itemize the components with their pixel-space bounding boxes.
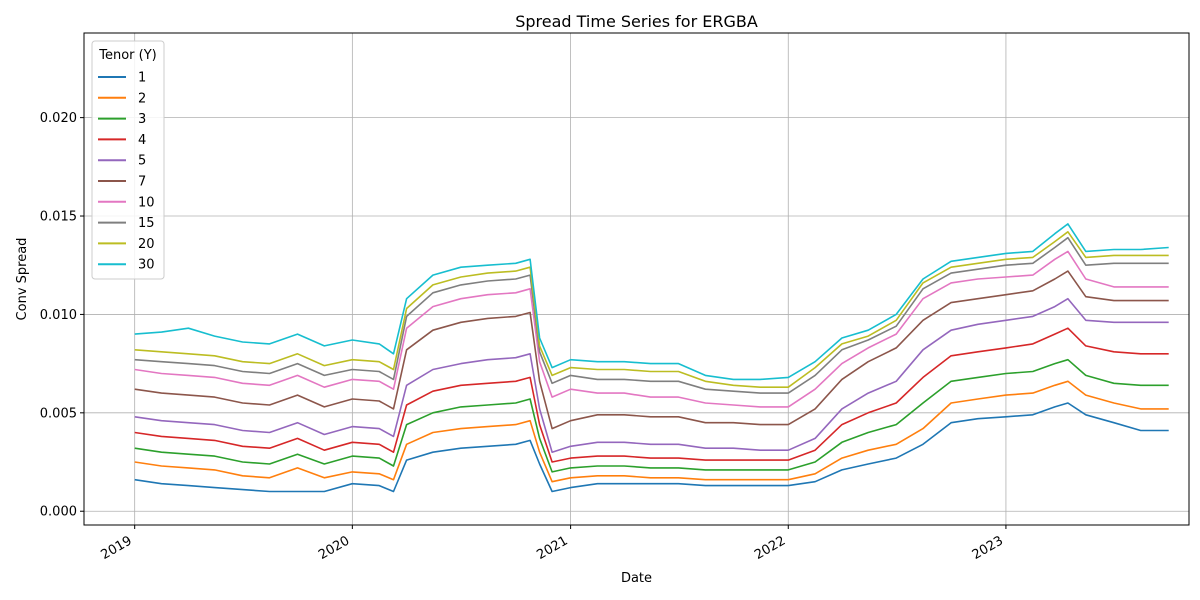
series-line-5 [134,297,1169,454]
x-axis-label: Date [621,571,652,586]
series-lines [134,223,1169,493]
y-axis-label: Conv Spread [15,238,30,321]
legend-label-15: 15 [138,216,155,231]
legend-label-3: 3 [138,112,146,127]
series-line-2 [134,380,1169,483]
legend-label-2: 2 [138,91,146,106]
series-line-4 [134,327,1169,463]
legend: Tenor (Y) 1 2 3 4 5 7 10 15 20 30 [91,40,165,280]
series-line-10 [134,250,1169,408]
legend-label-4: 4 [138,133,146,148]
grid-lines [84,33,1189,525]
series-line-20 [134,231,1169,389]
y-tick-label: 0.020 [40,111,77,126]
chart-title: Spread Time Series for ERGBA [515,12,758,31]
series-line-1 [134,402,1169,493]
series-line-15 [134,236,1169,394]
legend-items: 1 2 3 4 5 7 10 15 20 30 [98,71,155,273]
y-tick-label: 0.000 [40,505,77,520]
legend-label-7: 7 [138,175,146,190]
y-tick-label: 0.010 [40,308,77,323]
legend-title: Tenor (Y) [98,48,156,63]
legend-label-30: 30 [138,258,155,273]
legend-label-1: 1 [138,71,146,86]
series-line-30 [134,223,1169,381]
plot-area [84,33,1189,525]
series-line-3 [134,358,1169,473]
plot-frame [83,32,1190,526]
legend-label-5: 5 [138,154,146,169]
series-line-7 [134,270,1169,430]
legend-label-10: 10 [138,195,155,210]
y-tick-label: 0.005 [40,406,77,421]
y-tick-label: 0.015 [40,210,77,225]
legend-label-20: 20 [138,237,155,252]
legend-box [91,40,165,280]
